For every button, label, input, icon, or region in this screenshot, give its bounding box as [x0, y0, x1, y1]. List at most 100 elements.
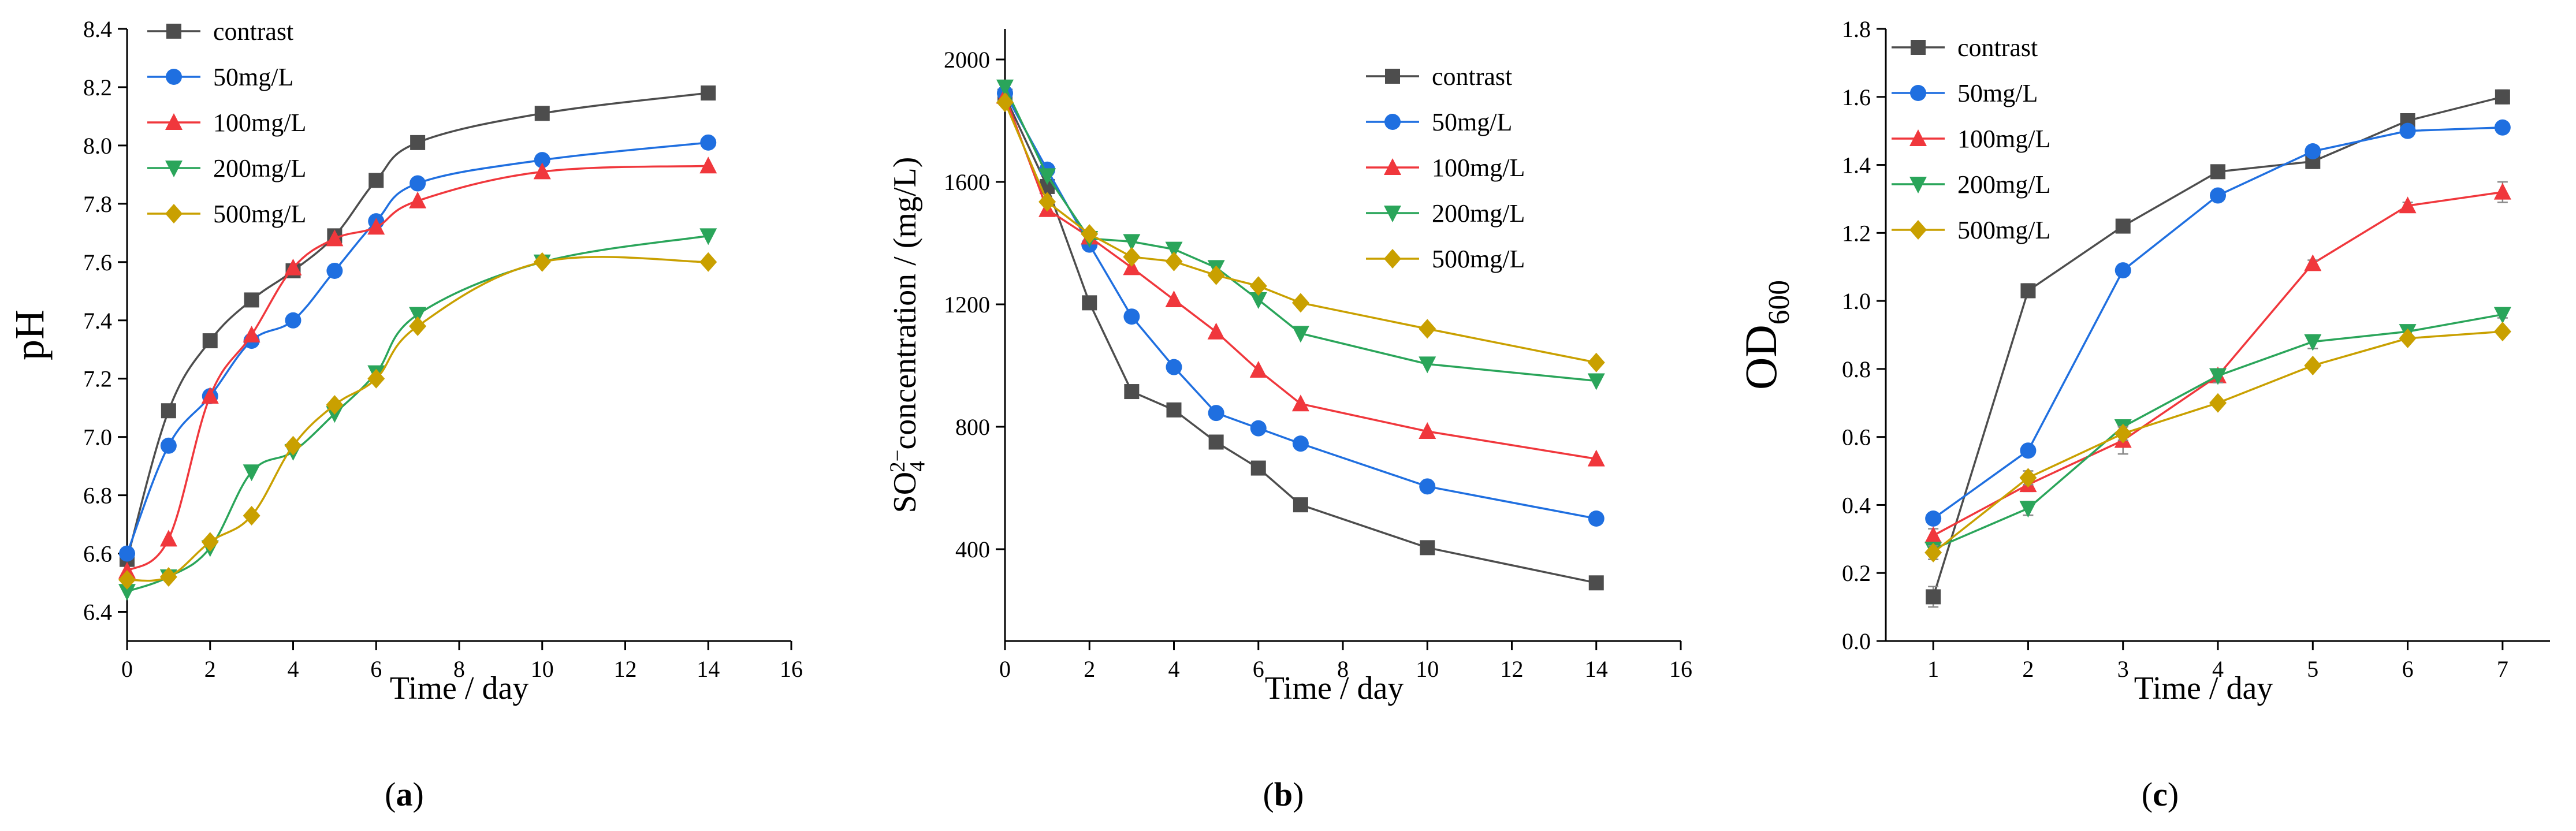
series-contrast — [1926, 89, 2510, 608]
legend-label: contrast — [1957, 33, 2038, 62]
data-point — [1588, 575, 1604, 591]
x-tick-label: 4 — [2212, 656, 2224, 682]
data-point — [2304, 334, 2322, 351]
data-point — [1038, 168, 1056, 185]
legend-entry: 200mg/L — [147, 154, 306, 182]
series-50mgl — [1925, 119, 2511, 527]
data-point — [1250, 460, 1266, 476]
data-point — [2305, 143, 2321, 159]
data-point — [1291, 293, 1309, 313]
data-point — [1123, 258, 1141, 275]
data-point — [1123, 234, 1141, 251]
legend-label: 50mg/L — [1432, 108, 1512, 136]
data-point — [326, 262, 343, 279]
data-point — [118, 570, 136, 590]
y-tick-label: 400 — [955, 536, 990, 562]
data-point — [2493, 307, 2511, 324]
y-tick-label: 6.6 — [83, 541, 112, 567]
x-tick-label: 8 — [453, 656, 465, 682]
series-line — [126, 256, 709, 582]
series-line — [126, 165, 709, 572]
x-tick-label: 10 — [531, 656, 554, 682]
caption-close-paren: ) — [413, 776, 424, 813]
legend-marker — [1910, 85, 1926, 101]
legend-entry: contrast — [1366, 62, 1512, 91]
data-point — [1165, 290, 1183, 308]
data-point — [1249, 292, 1267, 310]
data-point — [2493, 322, 2511, 342]
legend-marker — [165, 113, 183, 130]
y-tick-label: 6.4 — [83, 599, 112, 625]
data-point — [1419, 319, 1436, 339]
series-line — [126, 92, 709, 560]
data-point — [367, 218, 385, 235]
y-tick-label: 1.4 — [1842, 152, 1871, 178]
data-point — [409, 191, 427, 208]
caption-close-paren: ) — [2168, 776, 2179, 813]
y-tick-label: 8.2 — [83, 74, 112, 100]
legend-label: 50mg/L — [1957, 79, 2038, 107]
legend-marker — [1384, 158, 1401, 175]
y-axis-label-subscript: 600 — [1763, 280, 1796, 325]
data-point — [1291, 394, 1309, 412]
data-point — [1081, 224, 1099, 244]
data-point — [1419, 422, 1436, 439]
x-tick-label: 6 — [1253, 656, 1264, 682]
data-point — [533, 252, 551, 272]
legend-label: 500mg/L — [1432, 245, 1525, 273]
data-point — [409, 307, 427, 324]
legend-entry: 50mg/L — [1366, 108, 1512, 136]
data-point — [243, 505, 260, 526]
legend-entry: 100mg/L — [1366, 154, 1525, 182]
data-point — [2019, 468, 2037, 488]
series-200mgl — [1924, 307, 2511, 558]
data-point — [2209, 368, 2227, 385]
legend-entry: 50mg/L — [147, 63, 293, 91]
x-tick-label: 16 — [780, 656, 803, 682]
x-tick-label: 14 — [697, 656, 720, 682]
x-tick-label: 7 — [2497, 656, 2508, 682]
x-tick-label: 14 — [1585, 656, 1608, 682]
legend-label: 200mg/L — [1957, 170, 2050, 199]
legend-entry: 500mg/L — [147, 200, 306, 228]
data-point — [119, 545, 135, 562]
y-axis-label-base: SO — [887, 472, 923, 513]
legend-label: 100mg/L — [213, 109, 306, 137]
data-point — [1249, 276, 1267, 296]
data-point — [1166, 402, 1182, 418]
data-point — [1588, 510, 1605, 527]
y-tick-label: 1.8 — [1842, 16, 1871, 42]
legend-marker — [1385, 69, 1400, 84]
legend-entry: 500mg/L — [1366, 245, 1525, 273]
data-point — [160, 437, 177, 454]
y-tick-label: 1600 — [944, 169, 990, 195]
data-point — [701, 85, 716, 101]
x-tick-label: 12 — [614, 656, 637, 682]
data-point — [410, 135, 426, 150]
legend-entry: 50mg/L — [1892, 79, 2038, 107]
y-tick-label: 8.0 — [83, 133, 112, 159]
data-point — [118, 584, 136, 601]
data-point — [284, 258, 302, 275]
data-point — [699, 252, 717, 272]
y-tick-label: 2000 — [944, 47, 990, 73]
x-tick-label: 4 — [1168, 656, 1180, 682]
legend-entry: 200mg/L — [1892, 170, 2050, 199]
y-axis-label-rest: concentration / (mg/L) — [887, 157, 923, 450]
legend-entry: 100mg/L — [147, 109, 306, 137]
y-axis-label-superscript: 2− — [885, 450, 909, 472]
y-axis-label-subscript: 4 — [906, 461, 929, 471]
legend-marker — [166, 24, 181, 39]
x-tick-label: 0 — [999, 656, 1011, 682]
x-axis-label: Time / day — [2134, 670, 2273, 706]
series-line — [126, 141, 709, 554]
caption-open-paren: ( — [1263, 776, 1274, 813]
data-point — [2020, 283, 2036, 299]
y-tick-label: 0.6 — [1842, 424, 1871, 450]
legend-entry: 500mg/L — [1892, 216, 2050, 244]
y-tick-label: 1.6 — [1842, 84, 1871, 110]
data-point — [1038, 192, 1056, 212]
legend-marker — [165, 161, 183, 177]
legend-marker — [1909, 177, 1927, 193]
